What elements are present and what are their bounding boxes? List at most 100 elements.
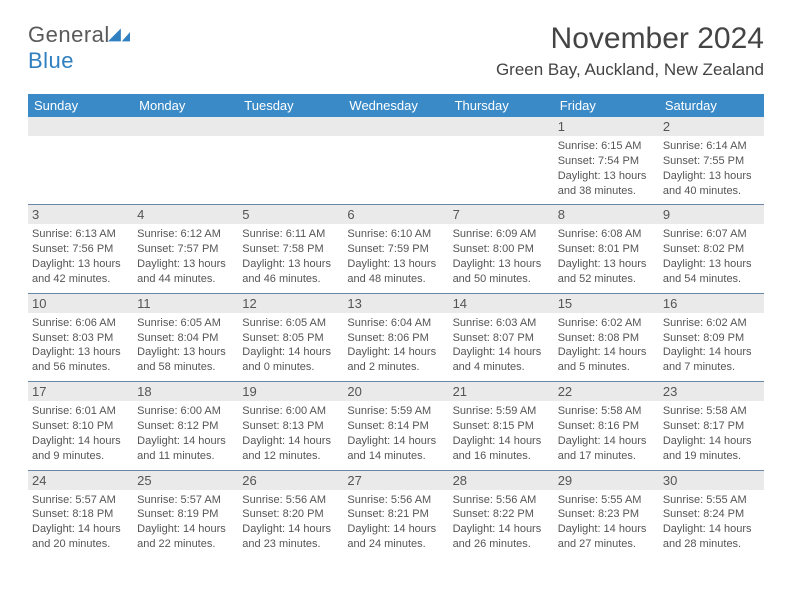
sunset-text: Sunset: 8:15 PM [453,419,550,434]
calendar-cell: 9Sunrise: 6:07 AMSunset: 8:02 PMDaylight… [659,204,764,292]
calendar-cell [343,117,448,204]
sunset-text: Sunset: 8:06 PM [347,331,444,346]
day-info: Sunrise: 5:59 AMSunset: 8:14 PMDaylight:… [347,404,444,463]
calendar-cell [449,117,554,204]
calendar-cell: 30Sunrise: 5:55 AMSunset: 8:24 PMDayligh… [659,470,764,558]
sunset-text: Sunset: 8:05 PM [242,331,339,346]
day-number: 4 [133,204,238,224]
sunset-text: Sunset: 8:12 PM [137,419,234,434]
daylight-text-2: and 27 minutes. [558,537,655,552]
day-number: 8 [554,204,659,224]
sunset-text: Sunset: 8:16 PM [558,419,655,434]
day-info: Sunrise: 6:14 AMSunset: 7:55 PMDaylight:… [663,139,760,198]
daylight-text-1: Daylight: 14 hours [347,522,444,537]
daylight-text-2: and 38 minutes. [558,184,655,199]
daylight-text-2: and 24 minutes. [347,537,444,552]
day-info: Sunrise: 6:02 AMSunset: 8:08 PMDaylight:… [558,316,655,375]
sunset-text: Sunset: 8:01 PM [558,242,655,257]
daylight-text-1: Daylight: 13 hours [663,257,760,272]
sunset-text: Sunset: 8:19 PM [137,507,234,522]
day-number: 29 [554,470,659,490]
calendar-cell: 7Sunrise: 6:09 AMSunset: 8:00 PMDaylight… [449,204,554,292]
daylight-text-2: and 48 minutes. [347,272,444,287]
sunrise-text: Sunrise: 6:01 AM [32,404,129,419]
calendar-cell: 24Sunrise: 5:57 AMSunset: 8:18 PMDayligh… [28,470,133,558]
calendar-cell: 5Sunrise: 6:11 AMSunset: 7:58 PMDaylight… [238,204,343,292]
sunrise-text: Sunrise: 6:02 AM [558,316,655,331]
sunset-text: Sunset: 8:08 PM [558,331,655,346]
calendar-cell: 14Sunrise: 6:03 AMSunset: 8:07 PMDayligh… [449,293,554,381]
daylight-text-1: Daylight: 14 hours [558,522,655,537]
day-number: 22 [554,381,659,401]
day-number: 25 [133,470,238,490]
daylight-text-1: Daylight: 14 hours [347,345,444,360]
day-info: Sunrise: 6:08 AMSunset: 8:01 PMDaylight:… [558,227,655,286]
calendar-cell: 18 Sunrise: 6:00 AMSunset: 8:12 PMDayligh… [133,381,238,469]
sunrise-text: Sunrise: 6:05 AM [137,316,234,331]
day-info: Sunrise: 6:00 AMSunset: 8:12 PMDaylight:… [137,404,234,463]
sunset-text: Sunset: 8:13 PM [242,419,339,434]
day-number: 3 [28,204,133,224]
sunset-text: Sunset: 7:58 PM [242,242,339,257]
sunset-text: Sunset: 8:18 PM [32,507,129,522]
calendar-cell: 28Sunrise: 5:56 AMSunset: 8:22 PMDayligh… [449,470,554,558]
day-number: 7 [449,204,554,224]
daylight-text-2: and 7 minutes. [663,360,760,375]
day-info: Sunrise: 6:03 AMSunset: 8:07 PMDaylight:… [453,316,550,375]
sunrise-text: Sunrise: 5:57 AM [137,493,234,508]
calendar-cell: 10Sunrise: 6:06 AMSunset: 8:03 PMDayligh… [28,293,133,381]
sunset-text: Sunset: 8:02 PM [663,242,760,257]
daylight-text-2: and 19 minutes. [663,449,760,464]
dow-header: Tuesday [238,94,343,117]
calendar-cell: 3Sunrise: 6:13 AMSunset: 7:56 PMDaylight… [28,204,133,292]
sunrise-text: Sunrise: 5:55 AM [558,493,655,508]
calendar-cell: 8 Sunrise: 6:08 AMSunset: 8:01 PMDaylight… [554,204,659,292]
daylight-text-2: and 52 minutes. [558,272,655,287]
daylight-text-2: and 58 minutes. [137,360,234,375]
sunset-text: Sunset: 8:23 PM [558,507,655,522]
sunrise-text: Sunrise: 5:57 AM [32,493,129,508]
calendar-cell: 15 Sunrise: 6:02 AMSunset: 8:08 PMDayligh… [554,293,659,381]
day-info: Sunrise: 6:01 AMSunset: 8:10 PMDaylight:… [32,404,129,463]
daylight-text-1: Daylight: 14 hours [242,522,339,537]
day-number: 1 [554,117,659,136]
sunset-text: Sunset: 8:14 PM [347,419,444,434]
daylight-text-1: Daylight: 13 hours [453,257,550,272]
day-number: 9 [659,204,764,224]
daylight-text-1: Daylight: 14 hours [242,345,339,360]
calendar-grid: SundayMondayTuesdayWednesdayThursdayFrid… [28,94,764,558]
sunrise-text: Sunrise: 6:04 AM [347,316,444,331]
day-number: 21 [449,381,554,401]
sunrise-text: Sunrise: 5:58 AM [558,404,655,419]
daylight-text-2: and 17 minutes. [558,449,655,464]
day-info: Sunrise: 5:56 AMSunset: 8:20 PMDaylight:… [242,493,339,552]
daylight-text-1: Daylight: 13 hours [242,257,339,272]
sunset-text: Sunset: 8:09 PM [663,331,760,346]
daylight-text-2: and 42 minutes. [32,272,129,287]
calendar-cell: 13Sunrise: 6:04 AMSunset: 8:06 PMDayligh… [343,293,448,381]
daylight-text-2: and 9 minutes. [32,449,129,464]
logo: GeneralBlue [28,22,130,74]
daylight-text-1: Daylight: 13 hours [137,345,234,360]
daylight-text-1: Daylight: 14 hours [347,434,444,449]
calendar-cell: 25Sunrise: 5:57 AMSunset: 8:19 PMDayligh… [133,470,238,558]
logo-text: GeneralBlue [28,22,130,74]
daylight-text-1: Daylight: 13 hours [663,169,760,184]
day-info: Sunrise: 5:56 AMSunset: 8:21 PMDaylight:… [347,493,444,552]
sunset-text: Sunset: 8:17 PM [663,419,760,434]
day-info: Sunrise: 6:02 AMSunset: 8:09 PMDaylight:… [663,316,760,375]
dow-header: Friday [554,94,659,117]
day-info: Sunrise: 5:58 AMSunset: 8:16 PMDaylight:… [558,404,655,463]
day-number: 18 [133,381,238,401]
daylight-text-2: and 44 minutes. [137,272,234,287]
sunrise-text: Sunrise: 6:14 AM [663,139,760,154]
calendar-cell: 26Sunrise: 5:56 AMSunset: 8:20 PMDayligh… [238,470,343,558]
day-number: 23 [659,381,764,401]
daylight-text-1: Daylight: 13 hours [137,257,234,272]
sunset-text: Sunset: 8:20 PM [242,507,339,522]
day-number [133,117,238,136]
sunset-text: Sunset: 7:55 PM [663,154,760,169]
daylight-text-1: Daylight: 14 hours [558,345,655,360]
daylight-text-1: Daylight: 14 hours [453,434,550,449]
day-number: 15 [554,293,659,313]
